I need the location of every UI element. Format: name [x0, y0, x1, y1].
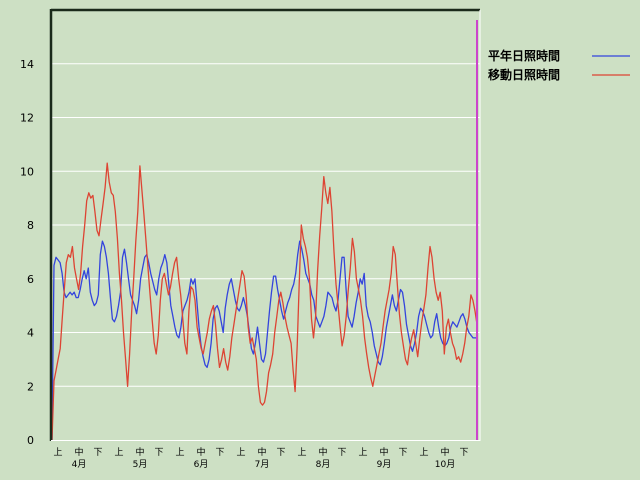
x-period-label: 中 — [318, 446, 327, 458]
x-period-label: 下 — [93, 448, 102, 458]
x-month-label: 9月 — [377, 459, 392, 470]
y-tick-label: 2 — [27, 380, 34, 393]
y-tick-label: 4 — [27, 327, 34, 340]
y-axis-ticks: 0 2 4 6 8 10 12 14 — [20, 58, 34, 447]
x-period-label: 下 — [276, 448, 285, 458]
series-layer — [51, 162, 478, 441]
series-line-1 — [51, 162, 478, 441]
y-tick-label: 12 — [20, 112, 34, 125]
x-month-label: 8月 — [316, 459, 331, 470]
legend-label: 平年日照時間 — [488, 48, 560, 63]
x-month-label: 10月 — [435, 459, 455, 470]
x-period-label: 上 — [53, 447, 62, 458]
y-tick-label: 8 — [27, 219, 34, 232]
x-axis-ticks: 上中下4月上中下5月上中下6月上中下7月上中下8月上中下9月上中下10月 — [53, 446, 468, 470]
x-period-label: 上 — [175, 447, 184, 458]
x-period-label: 下 — [337, 448, 346, 458]
x-period-label: 中 — [379, 446, 388, 458]
x-period-label: 下 — [215, 448, 224, 458]
x-month-label: 7月 — [255, 459, 270, 470]
series-line-0 — [51, 240, 477, 441]
x-period-label: 中 — [440, 446, 449, 458]
x-period-label: 上 — [236, 447, 245, 458]
x-period-label: 下 — [154, 448, 163, 458]
legend-label: 移動日照時間 — [488, 67, 560, 82]
x-period-label: 上 — [114, 447, 123, 458]
x-period-label: 下 — [398, 448, 407, 458]
x-period-label: 上 — [419, 447, 428, 458]
x-month-label: 6月 — [194, 459, 209, 470]
y-tick-label: 14 — [20, 58, 34, 71]
y-tick-label: 0 — [27, 434, 34, 447]
x-period-label: 上 — [297, 447, 306, 458]
x-period-label: 中 — [74, 446, 83, 458]
x-period-label: 中 — [196, 446, 205, 458]
x-period-label: 中 — [135, 446, 144, 458]
y-tick-label: 10 — [20, 165, 34, 178]
x-month-label: 4月 — [72, 459, 87, 470]
y-tick-label: 6 — [27, 273, 34, 286]
x-month-label: 5月 — [133, 459, 148, 470]
x-period-label: 中 — [257, 446, 266, 458]
x-period-label: 下 — [459, 448, 468, 458]
x-period-label: 上 — [358, 447, 367, 458]
